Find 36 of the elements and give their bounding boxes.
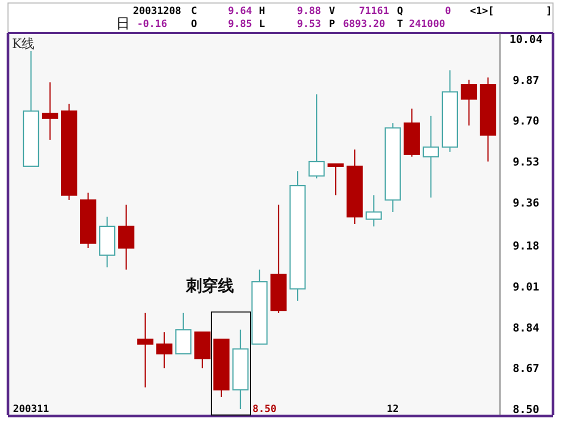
text: V <box>329 6 336 17</box>
text: 241000 <box>409 19 446 30</box>
text: 9.85 <box>228 19 252 30</box>
text: L <box>259 19 266 30</box>
text: 0 <box>445 6 452 17</box>
text: 6893.20 <box>343 19 386 30</box>
text: 9.64 <box>228 6 252 17</box>
annotation: 8.50 <box>252 404 277 415</box>
text: 日 <box>116 16 130 32</box>
x-tick-label: 200311 <box>12 404 50 415</box>
y-tick-label: 9.36 <box>512 196 540 210</box>
y-tick-label: 9.53 <box>512 156 540 169</box>
text: O <box>191 19 198 30</box>
y-tick-label: 9.70 <box>512 114 540 128</box>
text: 9.53 <box>297 19 322 30</box>
text: P <box>329 19 336 30</box>
y-tick-label: 10.04 <box>509 33 543 46</box>
annotation: 刺穿线 <box>185 276 234 295</box>
text: Q <box>397 6 404 17</box>
y-tick-label: 8.84 <box>512 321 540 334</box>
text: 9.88 <box>297 6 322 17</box>
text: -0.16 <box>137 19 168 30</box>
chart-title: K线 <box>12 37 35 52</box>
text: 20031208 <box>133 6 182 17</box>
text: 71161 <box>359 6 390 17</box>
text: ] <box>546 6 552 17</box>
text: <1>[ <box>470 6 494 17</box>
text: T <box>397 19 404 30</box>
y-tick-label: 8.50 <box>512 402 540 416</box>
y-tick-label: 9.01 <box>512 280 540 294</box>
y-tick-label: 9.87 <box>512 74 540 87</box>
text: C <box>191 6 198 17</box>
x-tick-label: 12 <box>386 404 399 415</box>
y-tick-label: 8.67 <box>512 362 540 376</box>
y-tick-label: 9.18 <box>512 240 540 253</box>
text: H <box>259 6 266 17</box>
